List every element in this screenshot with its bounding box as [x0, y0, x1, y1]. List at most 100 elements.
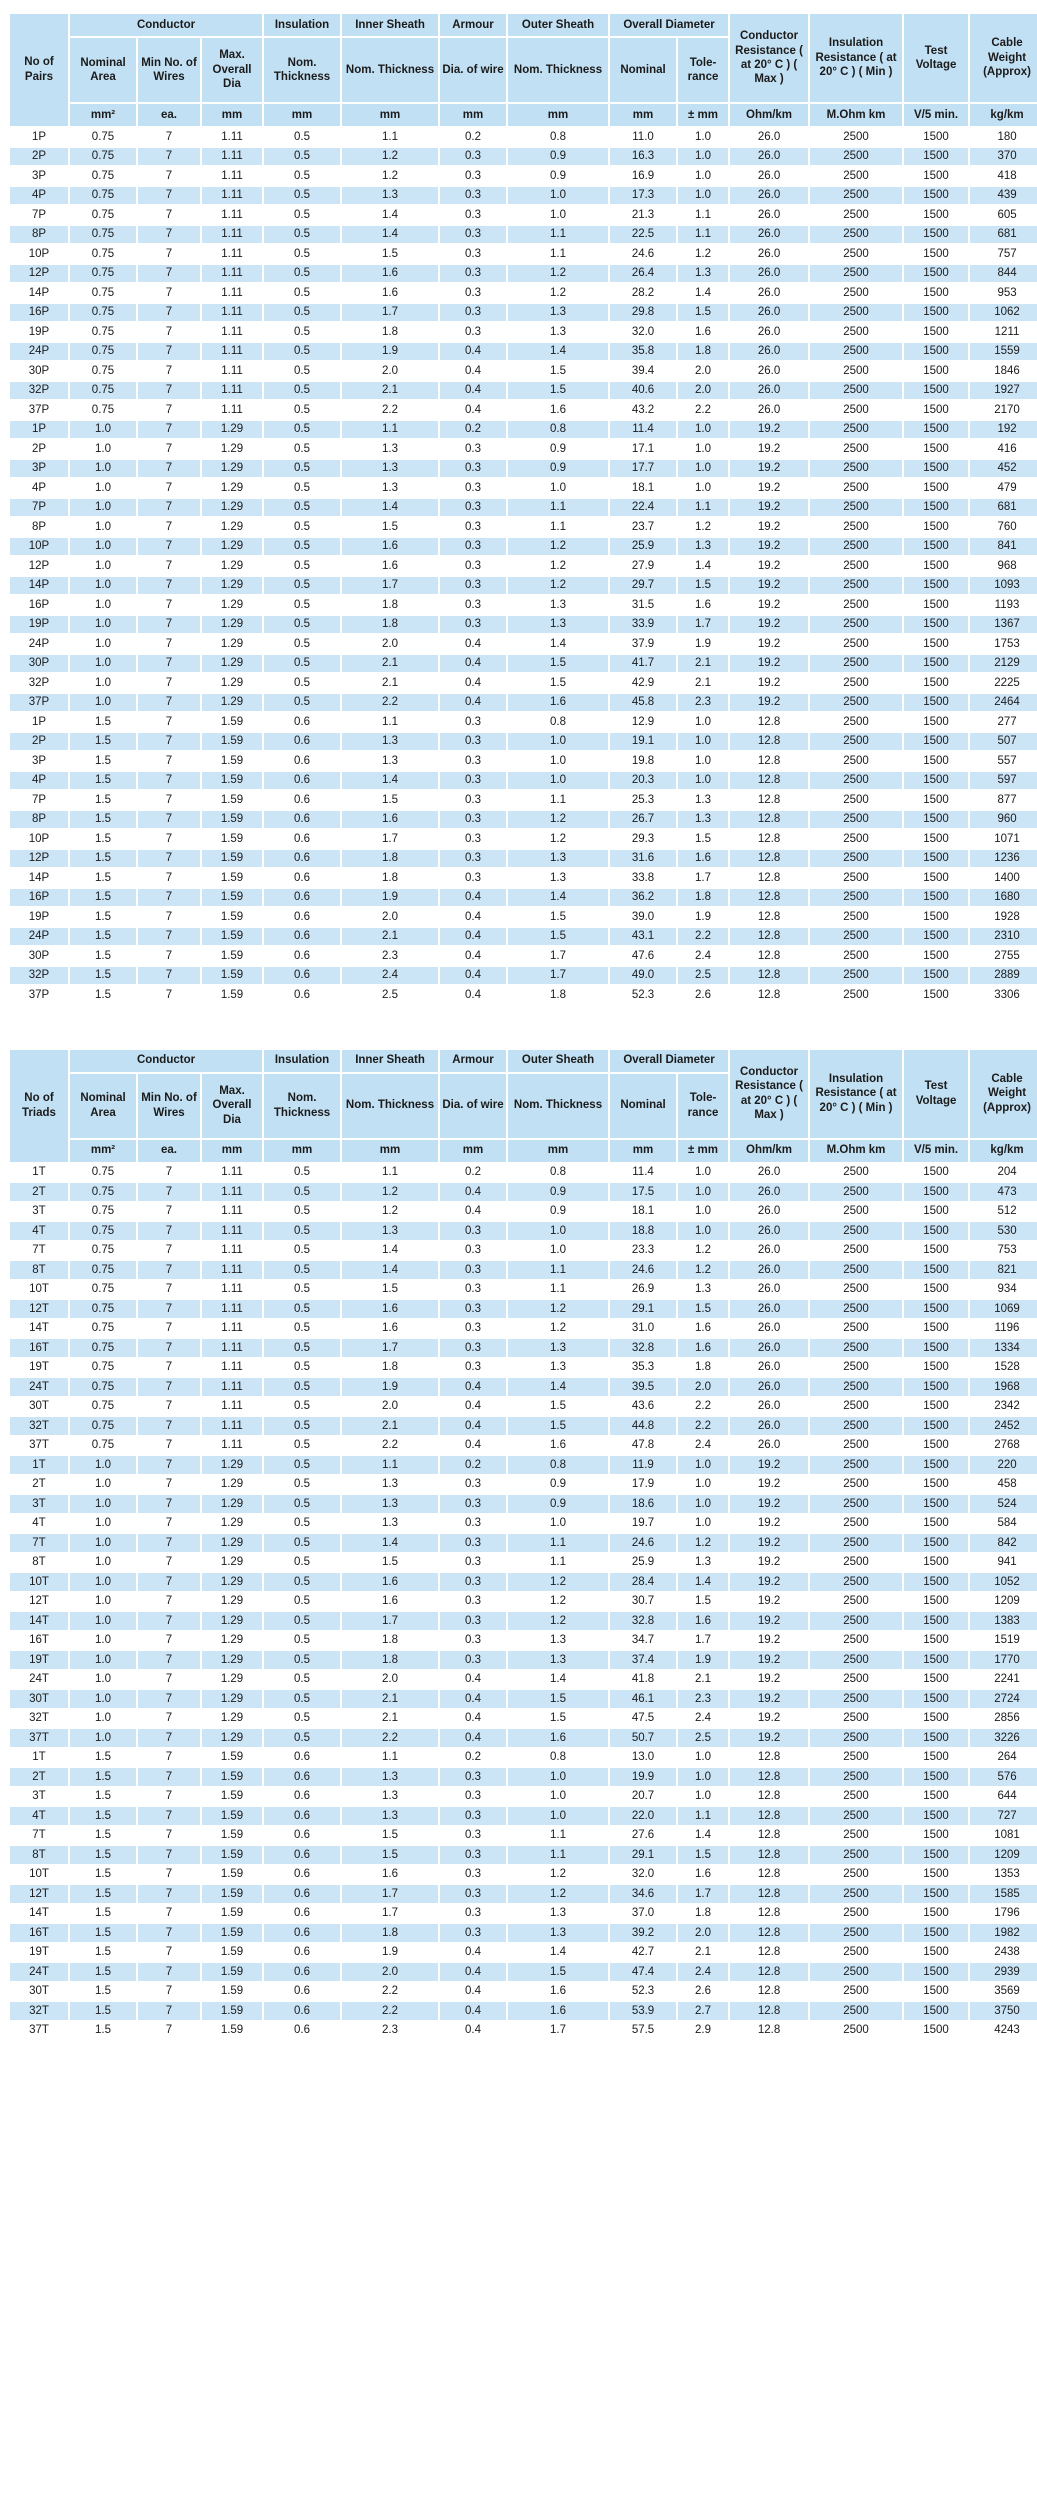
table-cell: 1.1	[342, 420, 439, 438]
table-cell: 0.5	[264, 1592, 341, 1610]
table-cell: 2.2	[342, 693, 439, 711]
table-cell: 1500	[904, 1787, 969, 1805]
table-cell: 1.5	[70, 869, 136, 887]
table-row: 24T 1.0 7 1.29 0.5 2.0 0.4 1.4 41.8 2.1 19.2 2500 15…	[10, 1670, 1037, 1688]
table-cell: 2500	[810, 1397, 903, 1415]
table-cell: 1500	[904, 459, 969, 477]
table-cell: 2.7	[678, 2002, 729, 2020]
table-row: 14T 0.75 7 1.11 0.5 1.6 0.3 1.2 31.0 1.6 26.0 2500 1…	[10, 1319, 1037, 1337]
table-cell: 16T	[10, 1924, 68, 1942]
table-cell: 7	[138, 225, 200, 243]
table-cell: 18.1	[610, 1202, 677, 1220]
table-cell: 43.2	[610, 401, 677, 419]
table-cell: 1.5	[508, 1417, 609, 1435]
table-cell: 1.3	[508, 1339, 609, 1357]
table-cell: 7	[138, 1963, 200, 1981]
table-cell: 1982	[970, 1924, 1037, 1942]
table-cell: 19.2	[730, 557, 809, 575]
table-cell: 7	[138, 1651, 200, 1669]
table-cell: 28.4	[610, 1573, 677, 1591]
table-cell: 1500	[904, 1261, 969, 1279]
table-cell: 1.6	[678, 596, 729, 614]
table-cell: 1.3	[342, 1222, 439, 1240]
table-cell: 1500	[904, 732, 969, 750]
table-cell: 1.0	[70, 537, 136, 555]
table-cell: 1.11	[202, 1280, 263, 1298]
table-row: 19T 1.0 7 1.29 0.5 1.8 0.3 1.3 37.4 1.9 19.2 2500 15…	[10, 1651, 1037, 1669]
table-cell: 1.3	[342, 1495, 439, 1513]
table-cell: 1.0	[508, 752, 609, 770]
table-cell: 12.8	[730, 869, 809, 887]
table-cell: 2500	[810, 615, 903, 633]
table-cell: 2.2	[678, 1397, 729, 1415]
table-cell: 32.8	[610, 1339, 677, 1357]
table-cell: 2.0	[342, 362, 439, 380]
table-cell: 1.0	[678, 1514, 729, 1532]
table-cell: 26.7	[610, 810, 677, 828]
table-cell: 0.3	[440, 537, 507, 555]
table-cell: 1.2	[678, 1534, 729, 1552]
table-cell: 1.1	[678, 498, 729, 516]
table-cell: 934	[970, 1280, 1037, 1298]
table-row: 12T 1.5 7 1.59 0.6 1.7 0.3 1.2 34.6 1.7 12.8 2500 15…	[10, 1885, 1037, 1903]
table-cell: 1.5	[70, 791, 136, 809]
table-cell: 2.1	[342, 654, 439, 672]
table-cell: 1500	[904, 1846, 969, 1864]
table-cell: 1.6	[678, 1865, 729, 1883]
table-cell: 1.7	[342, 303, 439, 321]
table-cell: 1.59	[202, 752, 263, 770]
table-cell: 844	[970, 264, 1037, 282]
table-cell: 0.4	[440, 1982, 507, 2000]
table-cell: 0.2	[440, 420, 507, 438]
table-cell: 1069	[970, 1300, 1037, 1318]
table-row: 24T 0.75 7 1.11 0.5 1.9 0.4 1.4 39.5 2.0 26.0 2500 1…	[10, 1378, 1037, 1396]
table-cell: 1.7	[508, 966, 609, 984]
table-cell: 0.5	[264, 303, 341, 321]
table-cell: 1500	[904, 2002, 969, 2020]
table-cell: 1.0	[678, 479, 729, 497]
table-cell: 2.4	[678, 1963, 729, 1981]
table-cell: 7	[138, 1631, 200, 1649]
table-cell: 1.1	[508, 791, 609, 809]
table-cell: 12.8	[730, 713, 809, 731]
table-row: 1P 1.5 7 1.59 0.6 1.1 0.3 0.8 12.9 1.0 12.8 2500 150…	[10, 713, 1037, 731]
unit-mm2: mm²	[70, 1139, 136, 1162]
table-cell: 2500	[810, 1553, 903, 1571]
table-cell: 7	[138, 1534, 200, 1552]
table-cell: 0.5	[264, 1729, 341, 1747]
table-cell: 1.5	[678, 1592, 729, 1610]
table-cell: 7	[138, 1436, 200, 1454]
table-cell: 26.0	[730, 1397, 809, 1415]
table-row: 30P 0.75 7 1.11 0.5 2.0 0.4 1.5 39.4 2.0 26.0 2500 1…	[10, 362, 1037, 380]
table-cell: 1.9	[678, 1651, 729, 1669]
table-cell: 19.2	[730, 1612, 809, 1630]
table-cell: 7	[138, 1397, 200, 1415]
table-cell: 1.29	[202, 1690, 263, 1708]
table-cell: 7	[138, 576, 200, 594]
table-cell: 19T	[10, 1651, 68, 1669]
table-cell: 2500	[810, 167, 903, 185]
table-cell: 7T	[10, 1826, 68, 1844]
table-cell: 1.9	[678, 635, 729, 653]
table-cell: 1.29	[202, 1651, 263, 1669]
table-cell: 35.8	[610, 342, 677, 360]
col-group-outer-sheath: Outer Sheath	[508, 14, 609, 36]
table-cell: 0.6	[264, 869, 341, 887]
table-cell: 1.7	[678, 1885, 729, 1903]
table-cell: 0.5	[264, 654, 341, 672]
col-header-insulation-thickness: Nom. Thickness	[264, 38, 341, 102]
table-cell: 8P	[10, 225, 68, 243]
table-cell: 2.3	[678, 1690, 729, 1708]
table-cell: 1.0	[70, 1709, 136, 1727]
table-cell: 1.29	[202, 1456, 263, 1474]
table-row: 16P 1.5 7 1.59 0.6 1.9 0.4 1.4 36.2 1.8 12.8 2500 15…	[10, 888, 1037, 906]
table-cell: 1500	[904, 323, 969, 341]
table-cell: 0.5	[264, 245, 341, 263]
table-cell: 24P	[10, 635, 68, 653]
table-cell: 941	[970, 1553, 1037, 1571]
table-row: 32P 0.75 7 1.11 0.5 2.1 0.4 1.5 40.6 2.0 26.0 2500 1…	[10, 381, 1037, 399]
table-cell: 1.0	[70, 1514, 136, 1532]
unit-plus-minus-mm: ± mm	[678, 104, 729, 126]
col-header-od-tolerance: Tole-rance	[678, 38, 729, 102]
table-cell: 1500	[904, 1768, 969, 1786]
